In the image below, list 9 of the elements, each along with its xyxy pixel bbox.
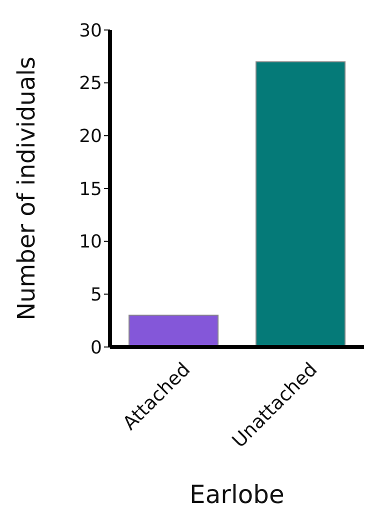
y-tick-label: 10 bbox=[79, 232, 102, 253]
y-tick-label: 20 bbox=[79, 126, 102, 148]
x-axis-title: Earlobe bbox=[190, 480, 284, 509]
y-tick-label: 5 bbox=[90, 284, 102, 306]
y-tick-label: 25 bbox=[79, 73, 102, 94]
y-axis-title: Number of individuals bbox=[12, 56, 41, 320]
y-tick-label: 30 bbox=[79, 20, 102, 42]
y-tick-label: 15 bbox=[79, 178, 102, 200]
y-tick-label: 0 bbox=[90, 337, 102, 358]
